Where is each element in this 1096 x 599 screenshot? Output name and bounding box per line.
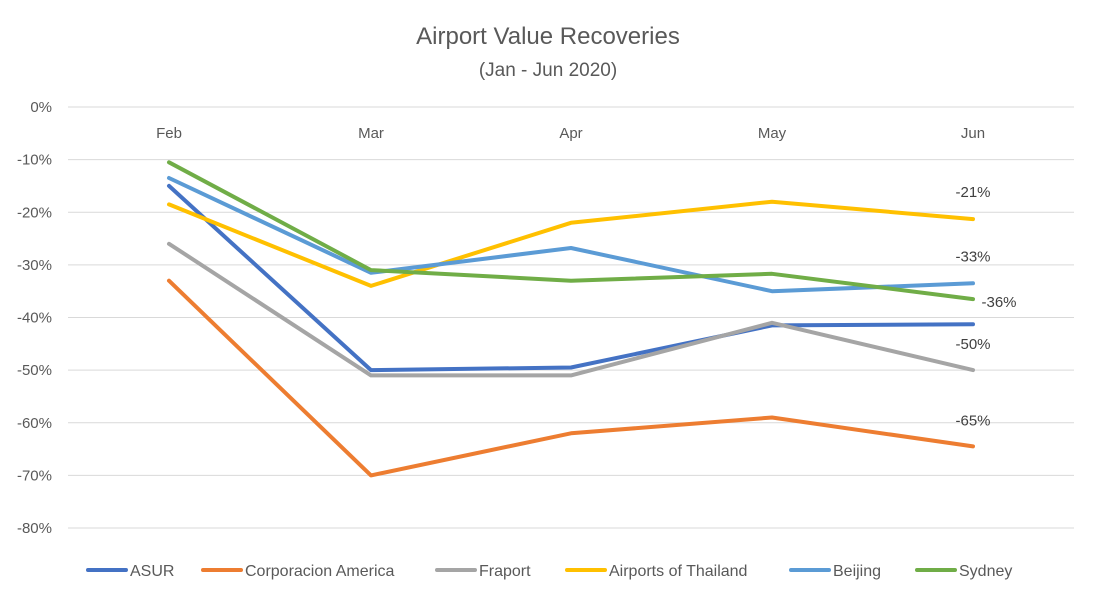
series-lines (167, 160, 975, 478)
y-tick-label: -20% (17, 204, 52, 221)
y-tick-label: -60% (17, 415, 52, 432)
y-tick-label: -50% (17, 362, 52, 379)
data-label: -50% (955, 336, 990, 353)
y-tick-label: -70% (17, 467, 52, 484)
x-category-label: Apr (559, 125, 582, 142)
y-tick-label: 0% (30, 99, 52, 116)
y-tick-label: -30% (17, 257, 52, 274)
x-category-label: Jun (961, 125, 985, 142)
data-labels: -21% -33% -36% -50% -65% (955, 184, 1016, 429)
data-label: -65% (955, 412, 990, 429)
legend-label: Sydney (959, 563, 1012, 580)
legend: ASUR Corporacion America Fraport Airports o… (86, 563, 1012, 580)
data-label: -36% (981, 294, 1016, 311)
x-category-label: Feb (156, 125, 182, 142)
chart-subtitle: (Jan - Jun 2020) (479, 60, 617, 81)
series-line-sydney (167, 160, 975, 302)
legend-label: Beijing (833, 563, 881, 580)
x-axis-categories: Feb Mar Apr May Jun (156, 125, 985, 142)
data-label: -33% (955, 248, 990, 265)
gridlines (68, 106, 1074, 529)
y-tick-label: -10% (17, 152, 52, 169)
data-label: -21% (955, 184, 990, 201)
y-tick-label: -40% (17, 310, 52, 327)
series-line-asur (167, 183, 975, 373)
chart-title: Airport Value Recoveries (416, 23, 680, 50)
y-tick-label: -80% (17, 520, 52, 537)
legend-label: ASUR (130, 563, 174, 580)
series-line-fraport (167, 241, 975, 378)
series-line-corporacion-america (167, 278, 975, 478)
legend-label: Fraport (479, 563, 531, 580)
series-line-airports-of-thailand (167, 199, 975, 288)
y-axis-ticks: 0% -10% -20% -30% -40% -50% -60% -70% -80% (17, 99, 52, 537)
x-category-label: Mar (358, 125, 384, 142)
series-line-beijing (167, 176, 975, 294)
legend-label: Airports of Thailand (609, 563, 747, 580)
legend-label: Corporacion America (245, 563, 395, 580)
x-category-label: May (758, 125, 787, 142)
